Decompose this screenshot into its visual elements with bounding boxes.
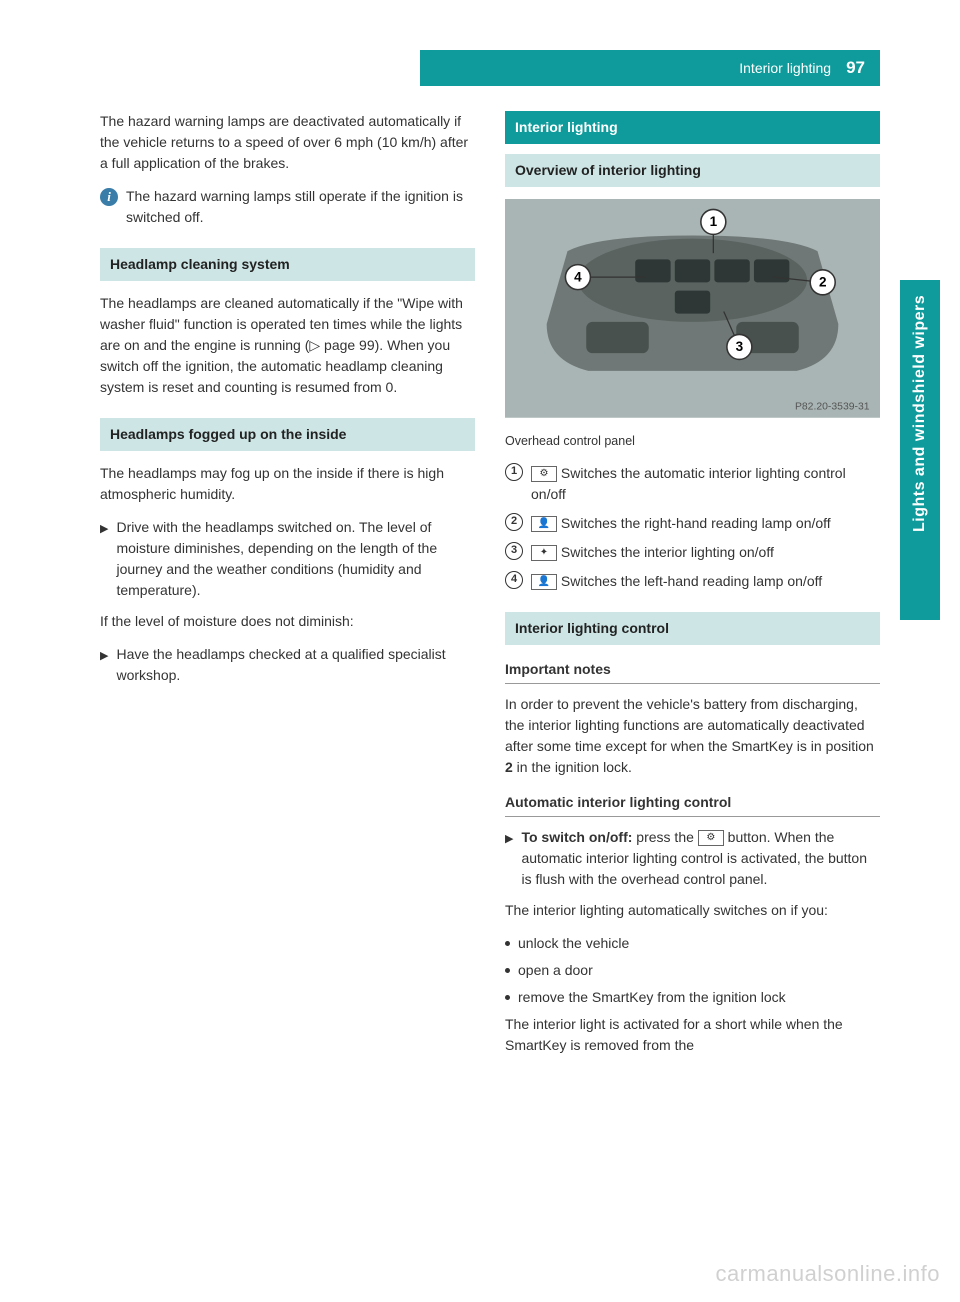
legend-text: ✦ Switches the interior lighting on/off [531,542,880,563]
headlamp-clean-paragraph: The headlamps are cleaned automatically … [100,293,475,398]
action-item: ▶ Drive with the headlamps switched on. … [100,517,475,601]
button-icon: ⚙ [531,466,557,482]
bullet-icon [505,941,510,946]
image-code-label: P82.20-3539-31 [795,401,870,412]
svg-text:2: 2 [819,275,827,290]
bullet-text: unlock the vehicle [518,933,629,954]
subheading-auto-control: Automatic interior lighting control [505,792,880,817]
button-icon: ✦ [531,545,557,561]
action-text: To switch on/off: press the ⚙ button. Wh… [521,827,880,890]
bullet-text: remove the SmartKey from the ignition lo… [518,987,786,1008]
section-tab: Lights and windshield wipers [900,280,940,620]
header-page-number: 97 [846,55,865,81]
heading-headlamp-cleaning: Headlamp cleaning system [100,248,475,281]
action-item: ▶ Have the headlamps checked at a qualif… [100,644,475,686]
fog-paragraph-1: The headlamps may fog up on the inside i… [100,463,475,505]
section-tab-label: Lights and windshield wipers [908,295,932,532]
action-item: ▶ To switch on/off: press the ⚙ button. … [505,827,880,890]
arrow-icon: ▶ [100,648,108,665]
panel-legend-item: 3 ✦ Switches the interior lighting on/off [505,542,880,563]
auto-light-button-icon: ⚙ [698,830,724,846]
right-column: Interior lighting Overview of interior l… [505,111,880,1068]
button-icon: 👤 [531,574,557,590]
action-text: Drive with the headlamps switched on. Th… [116,517,475,601]
button-icon: 👤 [531,516,557,532]
last-paragraph: The interior light is activated for a sh… [505,1014,880,1056]
watermark: carmanualsonline.info [715,1257,940,1290]
callout-number-icon: 2 [505,513,523,531]
header-title: Interior lighting [739,58,831,79]
svg-text:3: 3 [736,339,744,354]
heading-interior-lighting: Interior lighting [505,111,880,144]
overhead-panel-diagram: P82.20-3539-31 1 2 3 4 [505,199,880,418]
bullet-icon [505,995,510,1000]
bullet-text: open a door [518,960,593,981]
hazard-paragraph: The hazard warning lamps are deactivated… [100,111,475,174]
panel-legend-item: 2 👤 Switches the right-hand reading lamp … [505,513,880,534]
legend-text: ⚙ Switches the automatic interior lighti… [531,463,880,505]
info-icon: i [100,188,118,206]
important-notes-paragraph: In order to prevent the vehicle's batter… [505,694,880,778]
svg-text:1: 1 [710,214,718,229]
arrow-icon: ▶ [100,521,108,538]
legend-text: 👤 Switches the left-hand reading lamp on… [531,571,880,592]
panel-legend-item: 1 ⚙ Switches the automatic interior light… [505,463,880,505]
fog-paragraph-2: If the level of moisture does not dimini… [100,611,475,632]
info-text: The hazard warning lamps still operate i… [126,186,475,228]
bullet-item: open a door [505,960,880,981]
heading-overview: Overview of interior lighting [505,154,880,187]
page-header-banner: Interior lighting 97 [420,50,880,86]
bullet-icon [505,968,510,973]
legend-text: 👤 Switches the right-hand reading lamp o… [531,513,880,534]
subheading-important: Important notes [505,659,880,684]
bullet-item: remove the SmartKey from the ignition lo… [505,987,880,1008]
panel-legend-item: 4 👤 Switches the left-hand reading lamp o… [505,571,880,592]
callout-number-icon: 3 [505,542,523,560]
action-label: To switch on/off: [521,829,632,845]
arrow-icon: ▶ [505,831,513,848]
left-column: The hazard warning lamps are deactivated… [100,111,475,1068]
callout-number-icon: 4 [505,571,523,589]
info-note: i The hazard warning lamps still operate… [100,186,475,228]
callout-number-icon: 1 [505,463,523,481]
auto-paragraph: The interior lighting automatically swit… [505,900,880,921]
svg-text:4: 4 [574,269,582,284]
diagram-caption: Overhead control panel [505,432,880,451]
bullet-item: unlock the vehicle [505,933,880,954]
action-text: Have the headlamps checked at a qualifie… [116,644,475,686]
heading-headlamps-fogged: Headlamps fogged up on the inside [100,418,475,451]
heading-lighting-control: Interior lighting control [505,612,880,645]
